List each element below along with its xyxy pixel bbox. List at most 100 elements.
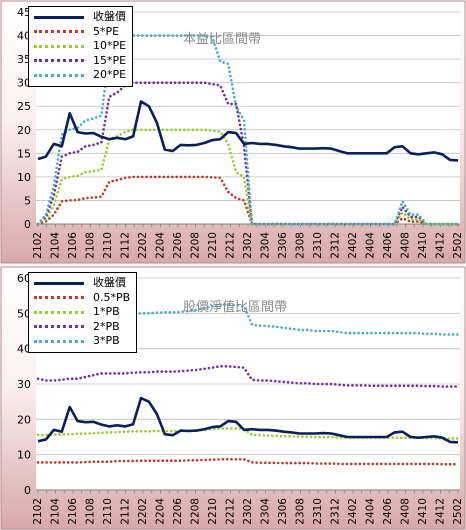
chart-title: 本益比區間帶 bbox=[183, 32, 262, 47]
y-tick-label: 10 bbox=[17, 171, 31, 184]
x-tick-label: 2208 bbox=[190, 232, 202, 259]
y-tick-label: 35 bbox=[17, 53, 31, 66]
x-tick-label: 2304 bbox=[260, 232, 272, 259]
legend-swatch bbox=[34, 30, 84, 34]
x-tick-label: 2412 bbox=[435, 232, 447, 259]
series-line-0 bbox=[37, 396, 459, 444]
legend-swatch bbox=[34, 325, 84, 329]
legend-swatch bbox=[34, 44, 84, 48]
series-line-0 bbox=[37, 100, 459, 162]
legend-label: 0.5*PB bbox=[93, 290, 131, 304]
legend-entry: 3*PB bbox=[34, 334, 130, 349]
x-tick-label: 2306 bbox=[277, 498, 289, 525]
x-tick-label: 2404 bbox=[365, 498, 377, 525]
x-tick-label: 2108 bbox=[85, 498, 97, 525]
y-tick-label: 25 bbox=[17, 100, 31, 113]
x-tick-label: 2412 bbox=[435, 498, 447, 525]
x-tick-label: 2502 bbox=[452, 498, 464, 525]
legend-label: 10*PE bbox=[93, 39, 127, 52]
y-tick-label: 45 bbox=[17, 6, 31, 19]
series-line-1 bbox=[36, 175, 460, 226]
x-tick-label: 2302 bbox=[242, 232, 254, 259]
legend-entry: 20*PE bbox=[34, 68, 126, 83]
x-tick-label: 2502 bbox=[452, 232, 464, 259]
legend-entry: 15*PE bbox=[34, 54, 126, 69]
x-tick-label: 2204 bbox=[155, 232, 167, 259]
y-tick-label: 15 bbox=[17, 147, 31, 160]
x-tick-label: 2402 bbox=[347, 498, 359, 525]
x-tick-label: 2104 bbox=[50, 498, 62, 525]
x-tick-label: 2406 bbox=[382, 232, 394, 259]
x-tick-label: 2110 bbox=[102, 232, 114, 259]
x-tick-label: 2206 bbox=[172, 498, 184, 525]
x-tick-label: 2210 bbox=[207, 232, 219, 259]
x-tick-label: 2204 bbox=[155, 498, 167, 525]
legend-label: 收盤價 bbox=[93, 276, 126, 289]
legend-swatch bbox=[34, 310, 84, 314]
series-line-1 bbox=[36, 458, 460, 466]
x-tick-label: 2208 bbox=[190, 498, 202, 525]
x-tick-label: 2102 bbox=[32, 498, 44, 525]
x-tick-label: 2212 bbox=[225, 498, 237, 525]
x-tick-label: 2202 bbox=[137, 232, 149, 259]
x-tick-label: 2310 bbox=[312, 498, 324, 525]
x-tick-label: 2408 bbox=[400, 232, 412, 259]
y-tick-label: 0 bbox=[24, 484, 31, 497]
y-tick-label: 30 bbox=[17, 77, 31, 90]
x-tick-label: 2206 bbox=[172, 232, 184, 259]
legend-label: 1*PB bbox=[93, 305, 120, 318]
y-tick-label: 40 bbox=[17, 30, 31, 43]
legend-label: 2*PB bbox=[93, 319, 120, 333]
legend-label: 5*PE bbox=[93, 24, 120, 38]
y-tick-label: 20 bbox=[17, 124, 31, 137]
x-tick-label: 2202 bbox=[137, 498, 149, 525]
x-tick-label: 2108 bbox=[85, 232, 97, 259]
y-tick-label: 60 bbox=[17, 272, 31, 285]
x-tick-label: 2410 bbox=[417, 232, 429, 259]
chart-legend: 收盤價 5*PE 10*PE 15*PE 20*PE bbox=[28, 6, 134, 87]
x-tick-label: 2312 bbox=[330, 498, 342, 525]
chart-legend: 收盤價 0.5*PB 1*PB 2*PB 3*PB bbox=[28, 272, 138, 353]
legend-entry: 10*PE bbox=[34, 39, 126, 54]
y-tick-label: 0 bbox=[24, 218, 31, 231]
x-tick-label: 2312 bbox=[330, 232, 342, 259]
x-tick-label: 2410 bbox=[417, 498, 429, 525]
legend-entry: 0.5*PB bbox=[34, 291, 130, 306]
x-tick-label: 2106 bbox=[67, 498, 79, 525]
x-tick-label: 2404 bbox=[365, 232, 377, 259]
legend-label: 15*PE bbox=[93, 53, 127, 67]
x-tick-label: 2106 bbox=[67, 232, 79, 259]
series-line-2 bbox=[36, 128, 460, 226]
x-tick-label: 2308 bbox=[295, 232, 307, 259]
x-tick-label: 2212 bbox=[225, 232, 237, 259]
x-tick-label: 2112 bbox=[120, 232, 132, 259]
legend-label: 3*PB bbox=[93, 334, 120, 347]
legend-swatch bbox=[34, 15, 84, 19]
legend-entry: 收盤價 bbox=[34, 276, 130, 291]
legend-entry: 5*PE bbox=[34, 25, 126, 40]
legend-entry: 2*PB bbox=[34, 320, 130, 335]
legend-swatch bbox=[34, 73, 84, 77]
x-tick-label: 2406 bbox=[382, 498, 394, 525]
x-tick-label: 2210 bbox=[207, 498, 219, 525]
legend-swatch bbox=[34, 339, 84, 343]
legend-label: 20*PE bbox=[93, 68, 127, 81]
legend-entry: 1*PB bbox=[34, 305, 130, 320]
x-tick-label: 2112 bbox=[120, 498, 132, 525]
series-line-4 bbox=[36, 303, 460, 336]
series-line-3 bbox=[36, 365, 460, 388]
legend-swatch bbox=[34, 59, 84, 63]
x-tick-label: 2104 bbox=[50, 232, 62, 259]
legend-entry: 收盤價 bbox=[34, 10, 126, 25]
y-tick-label: 40 bbox=[17, 343, 31, 356]
x-tick-label: 2308 bbox=[295, 498, 307, 525]
x-tick-label: 2110 bbox=[102, 498, 114, 525]
chart-title: 股價淨值比區間帶 bbox=[183, 300, 288, 315]
y-tick-label: 10 bbox=[17, 449, 31, 462]
legend-label: 收盤價 bbox=[93, 10, 126, 23]
x-tick-label: 2310 bbox=[312, 232, 324, 259]
y-tick-label: 30 bbox=[17, 378, 31, 391]
y-tick-label: 50 bbox=[17, 307, 31, 320]
x-tick-label: 2304 bbox=[260, 498, 272, 525]
y-tick-label: 5 bbox=[24, 194, 31, 207]
